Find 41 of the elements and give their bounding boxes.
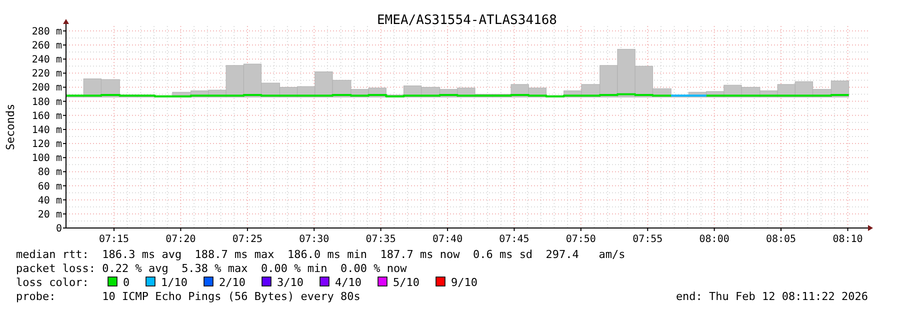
y-tick-label: 80 m: [38, 167, 62, 178]
x-tick-label: 08:00: [699, 234, 730, 245]
text: end: Thu Feb 12 08:11:22 2026: [676, 290, 868, 303]
chart-title: EMEA/AS31554-ATLAS34168: [376, 13, 558, 28]
y-tick-label: 280 m: [32, 26, 62, 38]
y-axis-title: Seconds: [4, 104, 17, 150]
legend-label: 0: [123, 276, 130, 289]
legend-label: 2/10: [219, 276, 246, 289]
x-tick-label: 07:40: [432, 234, 463, 245]
legend-label: 9/10: [451, 276, 478, 289]
y-tick-label: 140 m: [32, 124, 62, 136]
y-tick-label: 200 m: [32, 82, 62, 94]
y-tick-label: 180 m: [32, 96, 62, 108]
legend-label: 3/10: [277, 276, 304, 289]
y-tick-label: 20 m: [38, 209, 62, 220]
legend-label: 4/10: [335, 276, 362, 289]
y-tick-label: 160 m: [32, 110, 62, 122]
y-tick-label: 220 m: [32, 68, 62, 80]
x-tick-label: 08:05: [766, 234, 796, 245]
y-tick-label: 60 m: [38, 181, 62, 192]
y-tick-label: 240 m: [32, 54, 62, 66]
legend-label: 5/10: [393, 276, 420, 289]
x-tick-label: 07:15: [98, 234, 130, 245]
y-tick-label: 120 m: [32, 139, 62, 150]
x-tick-label: 07:25: [232, 234, 263, 245]
y-tick-label: 260 m: [32, 40, 62, 52]
x-tick-label: 07:50: [566, 234, 596, 245]
text: median rtt: 186.3 ms avg 188.7 ms max 186.0 ms min 187.7 ms now 0.6 ms sd 297.4 am/s: [16, 248, 626, 261]
y-tick-label: 100 m: [32, 153, 62, 164]
x-tick-label: 07:30: [299, 234, 330, 245]
x-tick-label: 08:10: [832, 234, 863, 245]
legend-label: 1/10: [161, 276, 188, 289]
legend-title: loss color:: [16, 276, 89, 289]
text: packet loss: 0.22 % avg 5.38 % max 0.00 % min 0.00 % now: [16, 262, 408, 275]
y-tick-label: 0: [56, 224, 62, 234]
x-tick-label: 07:55: [632, 234, 663, 245]
text: probe: 10 ICMP Echo Pings (56 Bytes) every 80s: [16, 290, 360, 303]
x-tick-label: 07:45: [499, 234, 530, 245]
y-tick-label: 40 m: [38, 195, 62, 206]
x-tick-label: 07:35: [366, 234, 396, 245]
x-tick-label: 07:20: [166, 234, 196, 245]
